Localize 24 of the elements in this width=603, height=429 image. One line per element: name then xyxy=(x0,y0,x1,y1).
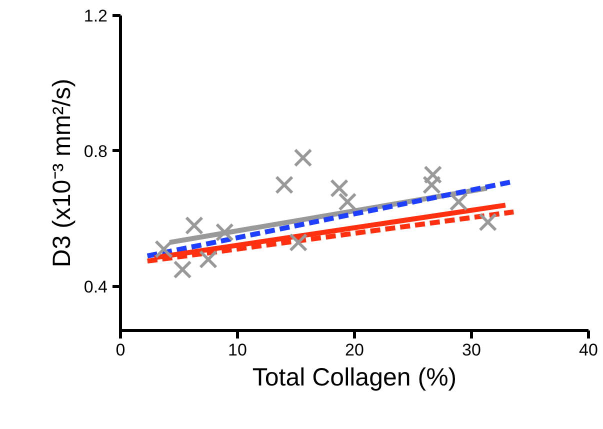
point xyxy=(330,178,349,198)
x-tick-label: 20 xyxy=(345,340,364,360)
point xyxy=(154,240,174,258)
point xyxy=(275,176,294,194)
point xyxy=(294,148,312,168)
y-axis-title: D3 (x10⁻³ mm²/s) xyxy=(48,78,76,268)
point xyxy=(338,192,357,212)
point xyxy=(289,233,308,252)
x-axis-title: Total Collagen (%) xyxy=(252,364,457,392)
x-tick-label: 0 xyxy=(116,340,126,360)
x-tick-label: 10 xyxy=(228,340,247,360)
x-tick-label: 40 xyxy=(579,340,598,360)
point xyxy=(422,176,441,194)
point xyxy=(424,165,442,184)
y-tick-label: 1.2 xyxy=(84,6,108,26)
point xyxy=(198,250,218,269)
y-tick-label: 0.4 xyxy=(84,277,108,296)
point xyxy=(478,212,498,232)
point xyxy=(184,216,204,235)
point xyxy=(173,260,192,279)
y-tick-label: 0.8 xyxy=(84,142,108,161)
point xyxy=(449,192,468,212)
x-tick-label: 30 xyxy=(462,340,481,360)
point xyxy=(215,222,234,242)
